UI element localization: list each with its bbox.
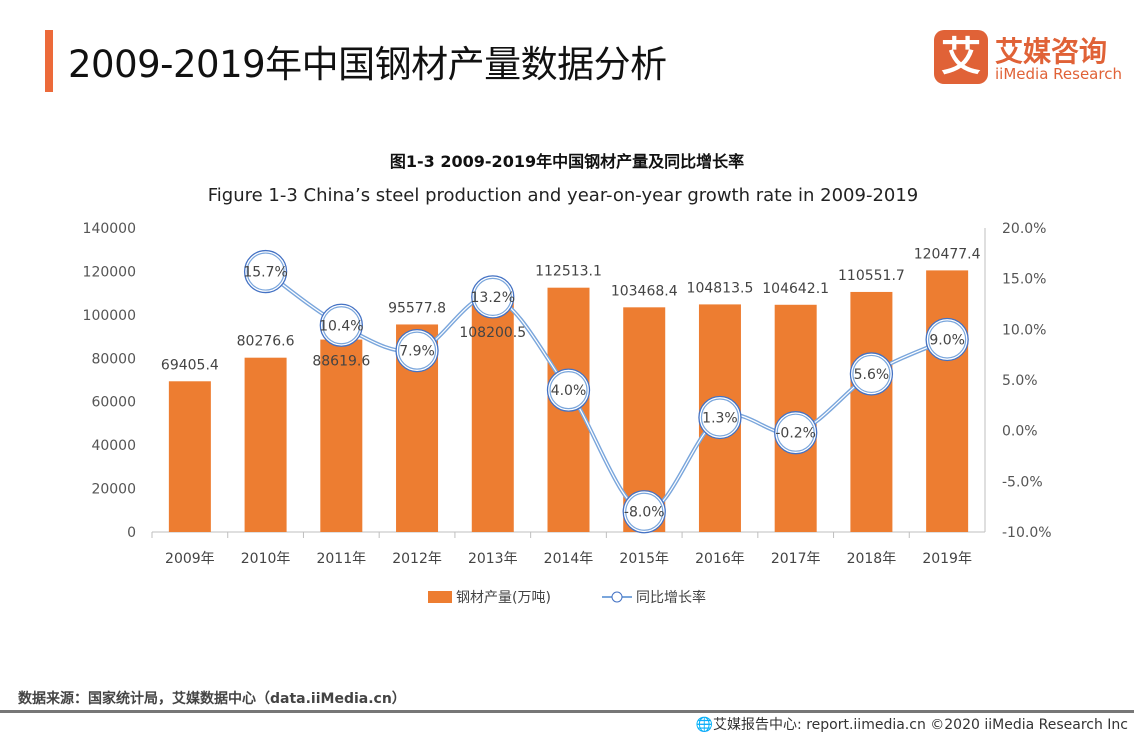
growth-marker xyxy=(243,249,288,294)
bar-label: 110551.7 xyxy=(838,268,905,284)
growth-label: 5.6% xyxy=(854,367,890,383)
legend-bar-label: 钢材产量(万吨) xyxy=(456,590,551,606)
bar xyxy=(471,297,514,532)
x-tick-label: 2017年 xyxy=(771,551,821,567)
growth-marker xyxy=(849,352,894,396)
legend-line-marker xyxy=(611,591,623,603)
footer-copyright: 🌐艾媒报告中心: report.iimedia.cn ©2020 iiMedia… xyxy=(695,717,1128,733)
bar-label: 103468.4 xyxy=(611,283,678,299)
growth-marker-inner xyxy=(928,320,967,359)
chart-title: 图1-3 2009-2019年中国钢材产量及同比增长率 xyxy=(390,152,744,171)
growth-marker-inner xyxy=(776,413,815,452)
growth-label: 7.9% xyxy=(399,344,435,360)
bar-label: 69405.4 xyxy=(161,357,219,373)
data-source: 数据来源：国家统计局，艾媒数据中心（data.iiMedia.cn） xyxy=(18,691,406,707)
growth-label: 10.4% xyxy=(319,318,363,334)
left-tick-label: 80000 xyxy=(91,351,136,367)
right-tick-label: 10.0% xyxy=(1002,322,1046,338)
bar-label: 104813.5 xyxy=(687,280,754,296)
right-tick-label: 20.0% xyxy=(1002,221,1046,237)
growth-marker xyxy=(774,411,818,455)
growth-marker xyxy=(925,317,969,362)
x-tick-label: 2019年 xyxy=(922,551,972,567)
growth-line-inner xyxy=(265,271,948,513)
growth-marker xyxy=(546,368,591,412)
logo-text-en: iiMedia Research xyxy=(995,65,1122,83)
growth-marker-inner xyxy=(246,252,285,291)
bar-label: 104642.1 xyxy=(762,281,829,297)
left-tick-label: 140000 xyxy=(83,221,136,237)
growth-label: 1.3% xyxy=(702,410,738,426)
growth-marker xyxy=(471,275,515,319)
growth-label: 9.0% xyxy=(929,332,965,348)
left-tick-label: 60000 xyxy=(91,395,136,411)
bar xyxy=(320,339,363,532)
growth-marker-inner xyxy=(473,277,512,317)
bar xyxy=(926,270,969,532)
logo-text-cn: 艾媒咨询 xyxy=(995,35,1108,68)
growth-marker-inner xyxy=(322,306,361,345)
growth-marker xyxy=(698,395,742,440)
growth-label: 4.0% xyxy=(551,383,587,399)
x-tick-label: 2011年 xyxy=(316,551,366,567)
right-tick-label: -5.0% xyxy=(1002,474,1043,490)
x-tick-label: 2013年 xyxy=(468,551,518,567)
left-tick-label: 120000 xyxy=(83,264,136,280)
right-tick-label: 0.0% xyxy=(1002,424,1038,440)
growth-line xyxy=(264,269,948,514)
legend-bar-swatch xyxy=(428,591,452,603)
growth-marker-inner xyxy=(549,371,588,410)
right-tick-label: -10.0% xyxy=(1002,525,1052,541)
growth-marker-inner xyxy=(700,398,740,437)
bar-label: 108200.5 xyxy=(459,325,526,341)
x-tick-label: 2015年 xyxy=(619,551,669,567)
page-title: 2009-2019年中国钢材产量数据分析 xyxy=(68,43,667,86)
bar xyxy=(244,357,287,532)
bar-label: 88619.6 xyxy=(312,353,370,369)
x-tick-label: 2012年 xyxy=(392,551,442,567)
bar-label: 95577.8 xyxy=(388,300,446,316)
bar-label: 80276.6 xyxy=(237,334,295,350)
legend-line-label: 同比增长率 xyxy=(636,589,706,606)
growth-label: -0.2% xyxy=(775,426,816,442)
bar-label: 120477.4 xyxy=(914,246,981,262)
growth-marker xyxy=(622,490,666,534)
left-tick-label: 20000 xyxy=(91,482,136,498)
right-tick-label: 15.0% xyxy=(1002,272,1046,288)
growth-marker xyxy=(319,303,363,347)
title-accent-bar xyxy=(45,30,53,92)
chart: 图1-3 2009-2019年中国钢材产量及同比增长率 Figure 1-3 C… xyxy=(83,152,1052,606)
footer-divider xyxy=(0,710,1134,713)
x-tick-label: 2016年 xyxy=(695,551,745,567)
growth-label: -8.0% xyxy=(624,505,665,521)
x-tick-label: 2014年 xyxy=(544,551,594,567)
growth-marker-inner xyxy=(852,354,891,394)
x-tick-label: 2009年 xyxy=(165,551,215,567)
logo-icon: 艾 xyxy=(934,30,988,84)
growth-marker xyxy=(395,328,439,373)
growth-marker-inner xyxy=(625,492,664,531)
bar xyxy=(850,291,893,532)
right-tick-label: 5.0% xyxy=(1002,373,1038,389)
bar xyxy=(168,381,211,532)
left-tick-label: 0 xyxy=(127,525,136,541)
chart-subtitle: Figure 1-3 China’s steel production and … xyxy=(208,185,919,206)
left-tick-label: 100000 xyxy=(83,308,136,324)
growth-label: 15.7% xyxy=(243,265,287,281)
growth-label: 13.2% xyxy=(471,290,515,306)
bar-label: 112513.1 xyxy=(535,264,602,280)
left-tick-label: 40000 xyxy=(91,438,136,454)
growth-marker-inner xyxy=(397,331,437,370)
x-tick-label: 2018年 xyxy=(847,551,897,567)
x-tick-label: 2010年 xyxy=(241,551,291,567)
